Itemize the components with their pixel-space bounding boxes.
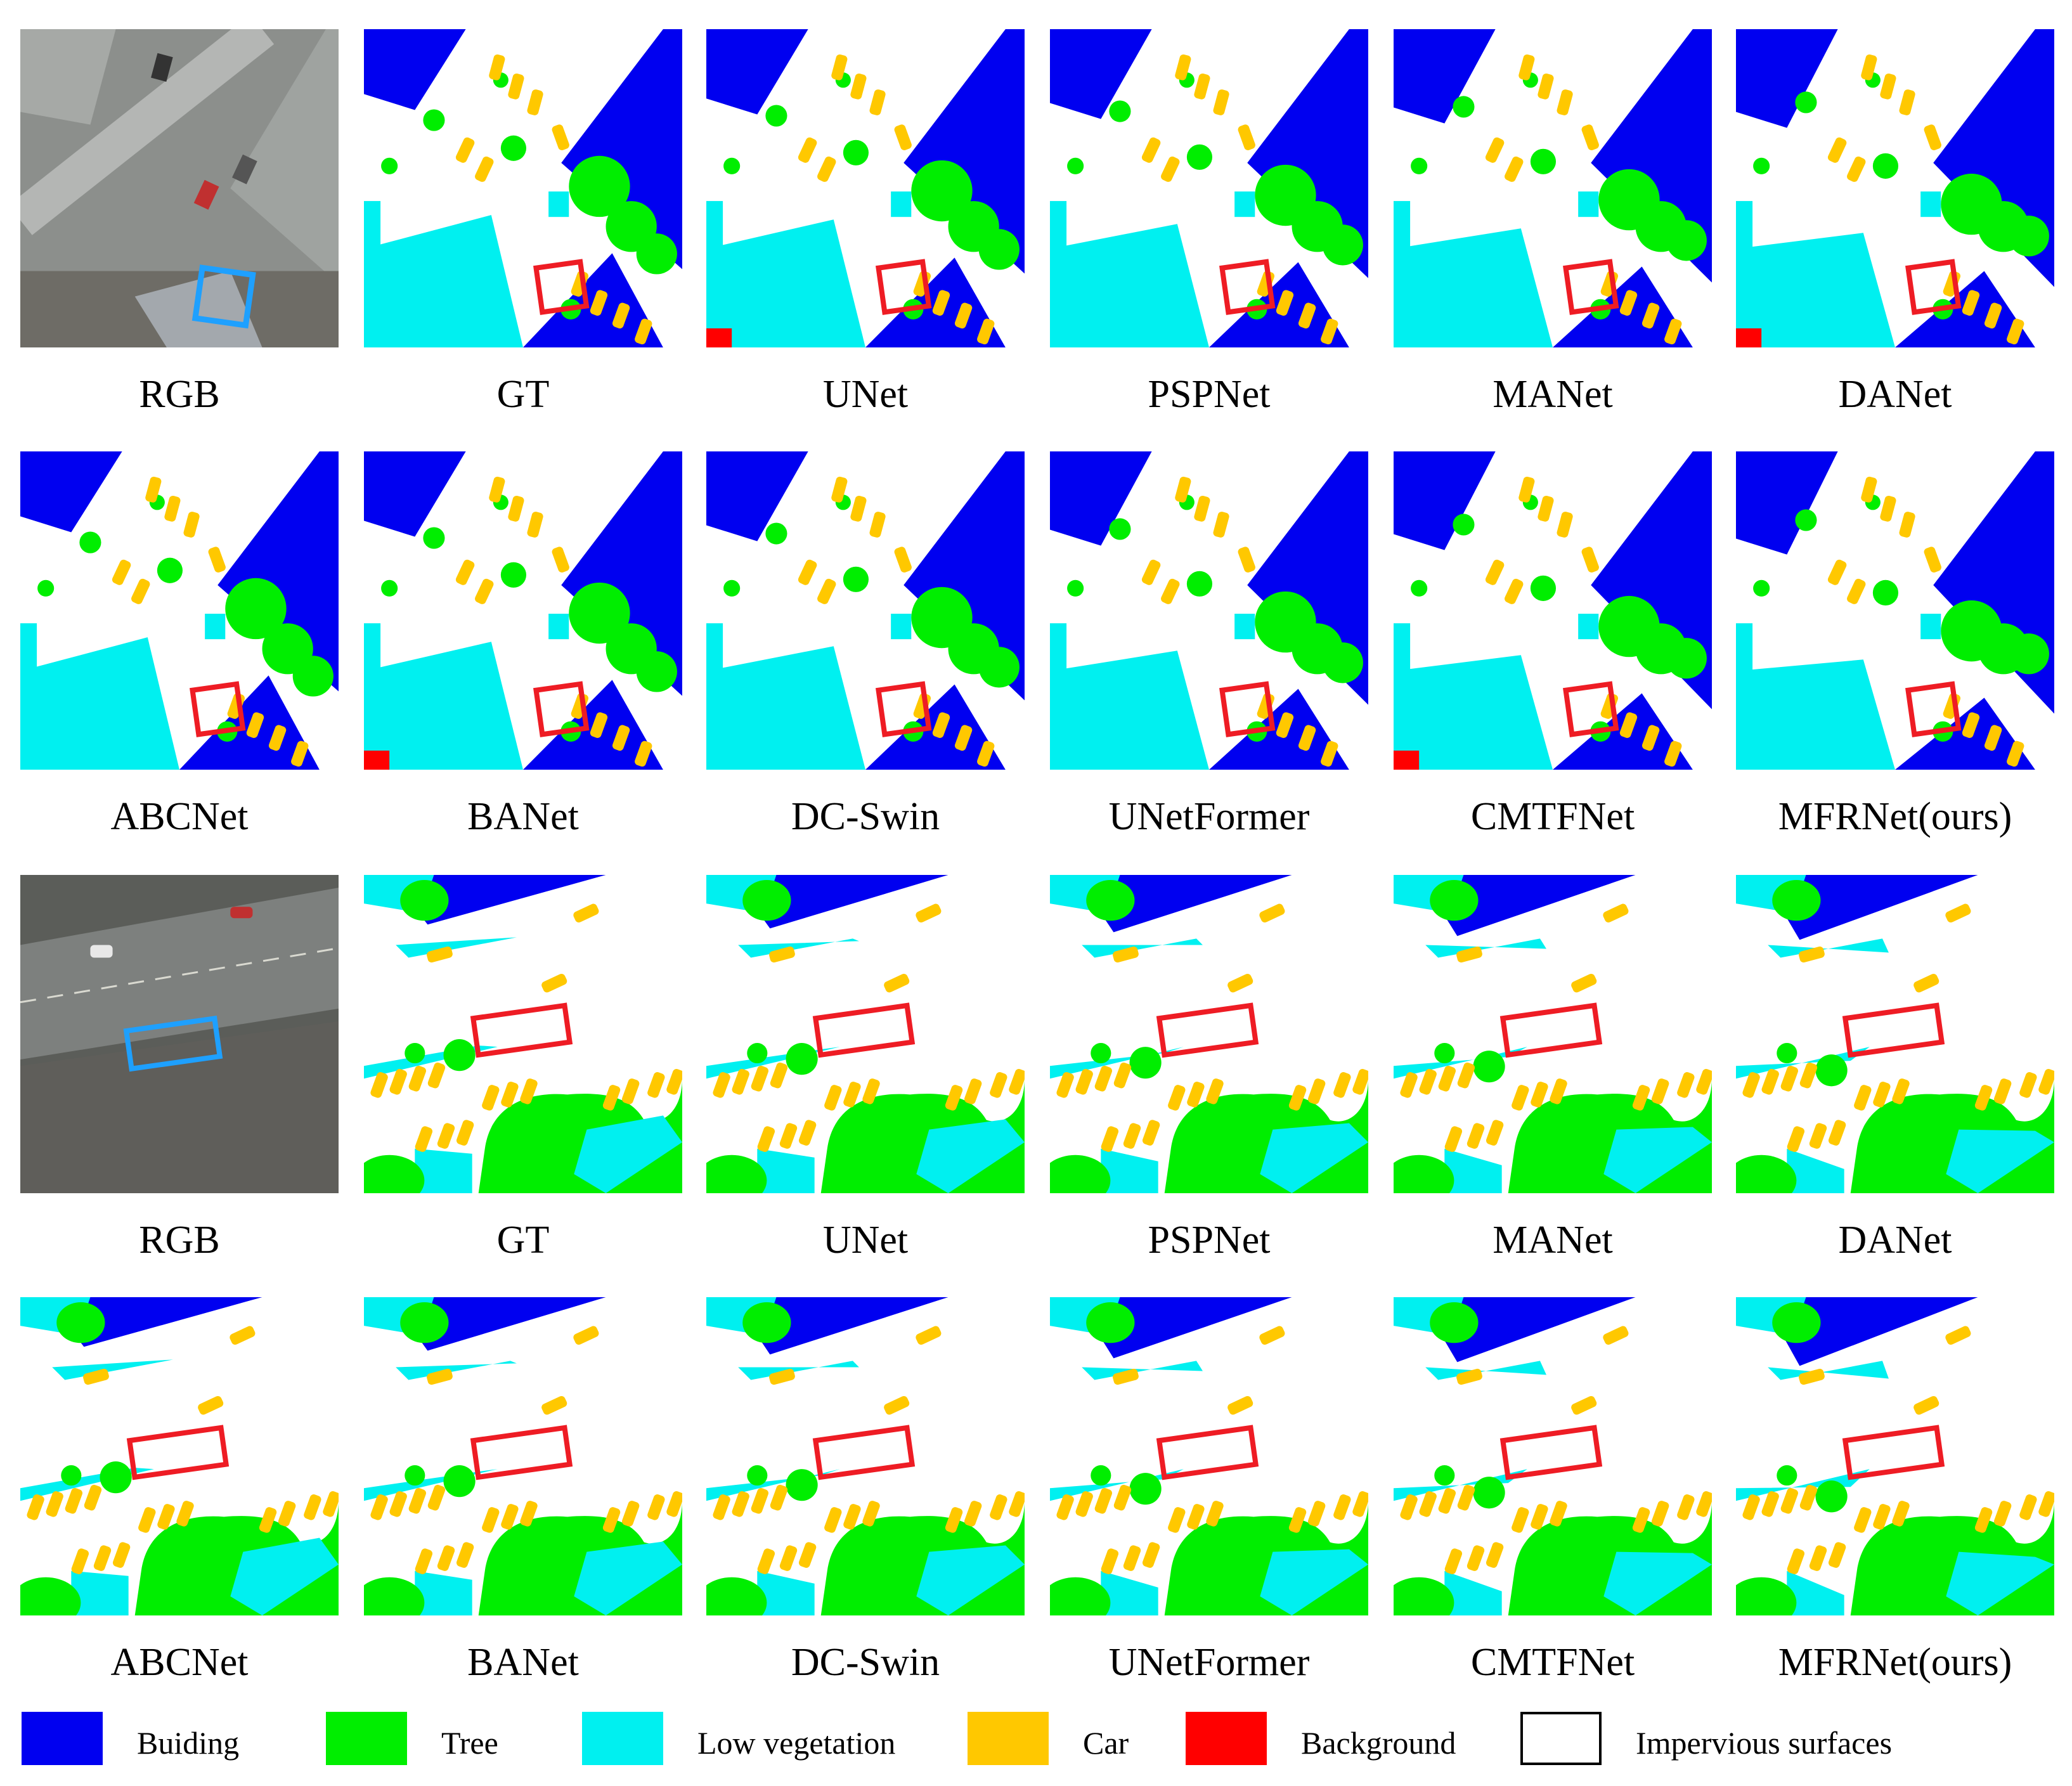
panel-label: BANet bbox=[467, 795, 579, 838]
panel-label: DC-Swin bbox=[791, 1641, 940, 1684]
legend-swatch bbox=[22, 1712, 103, 1765]
panel-label: RGB bbox=[139, 373, 220, 416]
rgb-aerial-image bbox=[20, 29, 339, 347]
legend-label: Background bbox=[1301, 1725, 1456, 1761]
panel-label: ABCNet bbox=[110, 1641, 249, 1684]
class-legend: Buiding Tree Low vegetation Car Background Im… bbox=[0, 1712, 2072, 1775]
segmentation-map bbox=[1394, 29, 1712, 347]
segmentation-map bbox=[364, 875, 682, 1193]
legend-swatch bbox=[326, 1712, 407, 1765]
segmentation-map bbox=[1050, 875, 1368, 1193]
legend-label: Impervious surfaces bbox=[1636, 1725, 1893, 1761]
legend-swatch bbox=[1186, 1712, 1267, 1765]
panel-label: UNet bbox=[822, 1219, 909, 1262]
legend-swatch bbox=[968, 1712, 1049, 1765]
panel-label: MANet bbox=[1492, 373, 1613, 416]
segmentation-map bbox=[706, 1297, 1025, 1615]
segmentation-map bbox=[364, 451, 682, 770]
panel-label: MFRNet(ours) bbox=[1778, 1641, 2012, 1684]
panel-label: UNet bbox=[822, 373, 909, 416]
legend-swatch bbox=[1520, 1712, 1602, 1765]
segmentation-map bbox=[706, 451, 1025, 770]
segmentation-map bbox=[1394, 875, 1712, 1193]
panel-label: MANet bbox=[1492, 1219, 1613, 1262]
segmentation-map bbox=[1736, 451, 2054, 770]
legend-label: Low vegetation bbox=[697, 1725, 896, 1761]
panel-label: CMTFNet bbox=[1470, 1641, 1635, 1684]
legend-label: Tree bbox=[441, 1725, 498, 1761]
panel-label: PSPNet bbox=[1148, 373, 1271, 416]
legend-swatch bbox=[582, 1712, 663, 1765]
panel-label: BANet bbox=[467, 1641, 579, 1684]
segmentation-map bbox=[1394, 1297, 1712, 1615]
panel-label: RGB bbox=[139, 1219, 220, 1262]
panel-label: PSPNet bbox=[1148, 1219, 1271, 1262]
segmentation-map bbox=[1394, 451, 1712, 770]
legend-label: Buiding bbox=[137, 1725, 240, 1761]
segmentation-map bbox=[1050, 451, 1368, 770]
panel-label: DANet bbox=[1838, 373, 1952, 416]
segmentation-map bbox=[20, 1297, 339, 1615]
segmentation-map bbox=[1050, 29, 1368, 347]
segmentation-map bbox=[1736, 29, 2054, 347]
segmentation-map bbox=[1050, 1297, 1368, 1615]
segmentation-map bbox=[706, 875, 1025, 1193]
segmentation-map bbox=[706, 29, 1025, 347]
panel-label: MFRNet(ours) bbox=[1778, 795, 2012, 838]
panel-label: CMTFNet bbox=[1470, 795, 1635, 838]
panel-label: ABCNet bbox=[110, 795, 249, 838]
rgb-aerial-image bbox=[20, 875, 339, 1193]
panel-label: DANet bbox=[1838, 1219, 1952, 1262]
panel-label: UNetFormer bbox=[1108, 795, 1310, 838]
segmentation-map bbox=[364, 29, 682, 347]
segmentation-map bbox=[1736, 1297, 2054, 1615]
segmentation-map bbox=[20, 451, 339, 770]
panel-label: UNetFormer bbox=[1108, 1641, 1310, 1684]
segmentation-map bbox=[1736, 875, 2054, 1193]
panel-label: GT bbox=[496, 1219, 550, 1262]
panel-label: DC-Swin bbox=[791, 795, 940, 838]
segmentation-map bbox=[364, 1297, 682, 1615]
panel-label: GT bbox=[496, 373, 550, 416]
legend-label: Car bbox=[1083, 1725, 1129, 1761]
